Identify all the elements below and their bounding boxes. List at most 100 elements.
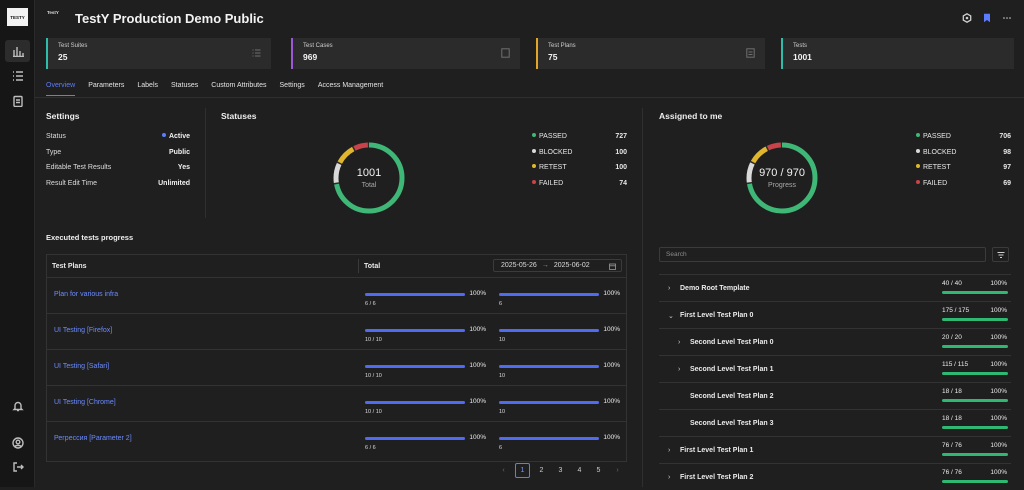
card-test-cases[interactable]: Test Cases 969 xyxy=(291,38,520,69)
page-4[interactable]: 4 xyxy=(577,467,582,474)
date-range-picker[interactable]: 2025-05-26 → 2025-06-02 xyxy=(493,259,622,272)
legend-dot-icon xyxy=(916,133,920,137)
tab-labels[interactable]: Labels xyxy=(137,82,159,89)
settings-row-edit-time: Result Edit Time Unlimited xyxy=(46,180,190,187)
chevron-icon[interactable]: › xyxy=(668,285,671,292)
tree-row[interactable]: › Second Level Test Plan 1 115 / 115 100% xyxy=(659,355,1011,382)
plan-link[interactable]: Plan for various infra xyxy=(54,291,119,298)
tree-item-name[interactable]: Second Level Test Plan 1 xyxy=(690,366,774,373)
list-icon[interactable] xyxy=(5,65,30,87)
donut-segment-passed[interactable] xyxy=(746,142,818,214)
assigned-donut[interactable]: 970 / 970 Progress xyxy=(743,139,821,217)
progress-percent: 100% xyxy=(469,398,486,405)
legend-label: FAILED xyxy=(532,180,563,187)
legend-row-retest[interactable]: RETEST 97 xyxy=(916,164,1011,171)
progress-percent: 100% xyxy=(469,434,486,441)
tree-item-name[interactable]: Demo Root Template xyxy=(680,285,750,292)
donut-segment-passed[interactable] xyxy=(333,142,405,214)
tree-item-name[interactable]: Second Level Test Plan 0 xyxy=(690,339,774,346)
legend-row-blocked[interactable]: BLOCKED 100 xyxy=(532,149,627,156)
legend-row-blocked[interactable]: BLOCKED 98 xyxy=(916,149,1011,156)
tree-row[interactable]: › First Level Test Plan 2 76 / 76 100% xyxy=(659,463,1011,490)
legend-row-passed[interactable]: PASSED 706 xyxy=(916,133,1011,140)
tab-overview[interactable]: Overview xyxy=(46,82,76,96)
search-input[interactable]: Search xyxy=(659,247,986,262)
settings-key: Result Edit Time xyxy=(46,180,97,187)
tab-parameters[interactable]: Parameters xyxy=(88,82,125,89)
progress-track xyxy=(365,365,465,368)
legend-row-passed[interactable]: PASSED 727 xyxy=(532,133,627,140)
progress-count: 10 / 10 xyxy=(365,373,382,379)
progress-percent: 100% xyxy=(469,326,486,333)
tab-access-management[interactable]: Access Management xyxy=(317,82,384,89)
donut-segment-blocked[interactable] xyxy=(746,142,818,214)
legend-dot-icon xyxy=(916,149,920,153)
plan-link[interactable]: UI Testing [Chrome] xyxy=(54,399,116,406)
tab-statuses[interactable]: Statuses xyxy=(171,82,199,89)
chevron-icon[interactable]: › xyxy=(678,366,681,373)
date-from: 2025-05-26 xyxy=(501,262,537,269)
clipboard-icon[interactable] xyxy=(5,90,30,112)
page-1[interactable]: 1 xyxy=(515,463,530,478)
chevron-icon[interactable]: ⌄ xyxy=(668,313,674,320)
tab-custom-attributes[interactable]: Custom Attributes xyxy=(211,82,267,89)
card-test-plans[interactable]: Test Plans 75 xyxy=(536,38,765,69)
card-value: 969 xyxy=(303,52,318,62)
plan-link[interactable]: UI Testing [Safari] xyxy=(54,363,110,370)
legend-value: 98 xyxy=(1003,149,1011,156)
pagination: ‹ 1 2 3 4 5 › xyxy=(496,463,629,478)
tree-item-count: 115 / 115 xyxy=(942,361,969,368)
app-logo[interactable]: TESTY xyxy=(7,8,28,26)
chevron-icon[interactable]: › xyxy=(668,474,671,481)
plan-link[interactable]: UI Testing [Firefox] xyxy=(54,327,113,334)
tree-row[interactable]: › Second Level Test Plan 0 20 / 20 100% xyxy=(659,328,1011,355)
legend-row-retest[interactable]: RETEST 100 xyxy=(532,164,627,171)
bookmark-icon[interactable] xyxy=(982,13,992,23)
tree-row[interactable]: › Demo Root Template 40 / 40 100% xyxy=(659,274,1011,301)
chevron-icon[interactable]: › xyxy=(678,339,681,346)
progress-percent: 100% xyxy=(603,362,620,369)
page-2[interactable]: 2 xyxy=(539,467,544,474)
tree-item-name[interactable]: First Level Test Plan 1 xyxy=(680,447,754,454)
tree-item-name[interactable]: First Level Test Plan 0 xyxy=(680,312,754,319)
bell-icon[interactable] xyxy=(5,395,30,417)
clipboard-icon xyxy=(746,48,755,58)
donut-segment-blocked[interactable] xyxy=(333,142,405,214)
chevron-icon[interactable]: › xyxy=(668,447,671,454)
page-3[interactable]: 3 xyxy=(558,467,563,474)
tree-row[interactable]: Second Level Test Plan 2 18 / 18 100% xyxy=(659,382,1011,409)
user-icon[interactable] xyxy=(5,432,30,454)
tree-item-count: 18 / 18 xyxy=(942,415,962,422)
tree-row[interactable]: › First Level Test Plan 1 76 / 76 100% xyxy=(659,436,1011,463)
hexagon-icon[interactable] xyxy=(962,13,972,23)
card-label: Test Cases xyxy=(303,43,333,49)
plan-link[interactable]: Регрессия [Parameter 2] xyxy=(54,435,132,442)
filter-button[interactable] xyxy=(992,247,1009,262)
card-tests[interactable]: Tests 1001 xyxy=(781,38,1014,69)
more-icon[interactable] xyxy=(1002,13,1012,23)
pager-next-icon[interactable]: › xyxy=(616,467,619,474)
statuses-donut[interactable]: 1001 Total xyxy=(330,139,408,217)
tree-item-progress-bar xyxy=(942,426,1008,429)
tab-settings[interactable]: Settings xyxy=(279,82,305,89)
tree-item-name[interactable]: Second Level Test Plan 3 xyxy=(690,420,774,427)
progress-count: 6 / 6 xyxy=(365,301,376,307)
table-row: UI Testing [Safari] 100% 10 / 10 100% 10 xyxy=(47,349,626,384)
legend-label: PASSED xyxy=(916,133,951,140)
column-header-plans[interactable]: Test Plans xyxy=(52,262,87,270)
legend-text: PASSED xyxy=(923,133,951,140)
legend-row-failed[interactable]: FAILED 74 xyxy=(532,180,627,187)
tree-row[interactable]: Second Level Test Plan 3 18 / 18 100% xyxy=(659,409,1011,436)
column-header-total[interactable]: Total xyxy=(364,262,381,270)
logout-icon[interactable] xyxy=(5,456,30,478)
tree-item-name[interactable]: First Level Test Plan 2 xyxy=(680,474,754,481)
tree-row[interactable]: ⌄ First Level Test Plan 0 175 / 175 100% xyxy=(659,301,1011,328)
page-5[interactable]: 5 xyxy=(596,467,601,474)
legend-text: RETEST xyxy=(539,164,567,171)
bar-chart-icon[interactable] xyxy=(5,40,30,62)
tree-item-name[interactable]: Second Level Test Plan 2 xyxy=(690,393,774,400)
card-test-suites[interactable]: Test Suites 25 xyxy=(46,38,271,69)
pager-prev-icon[interactable]: ‹ xyxy=(502,467,505,474)
legend-row-failed[interactable]: FAILED 69 xyxy=(916,180,1011,187)
card-value: 75 xyxy=(548,52,558,62)
